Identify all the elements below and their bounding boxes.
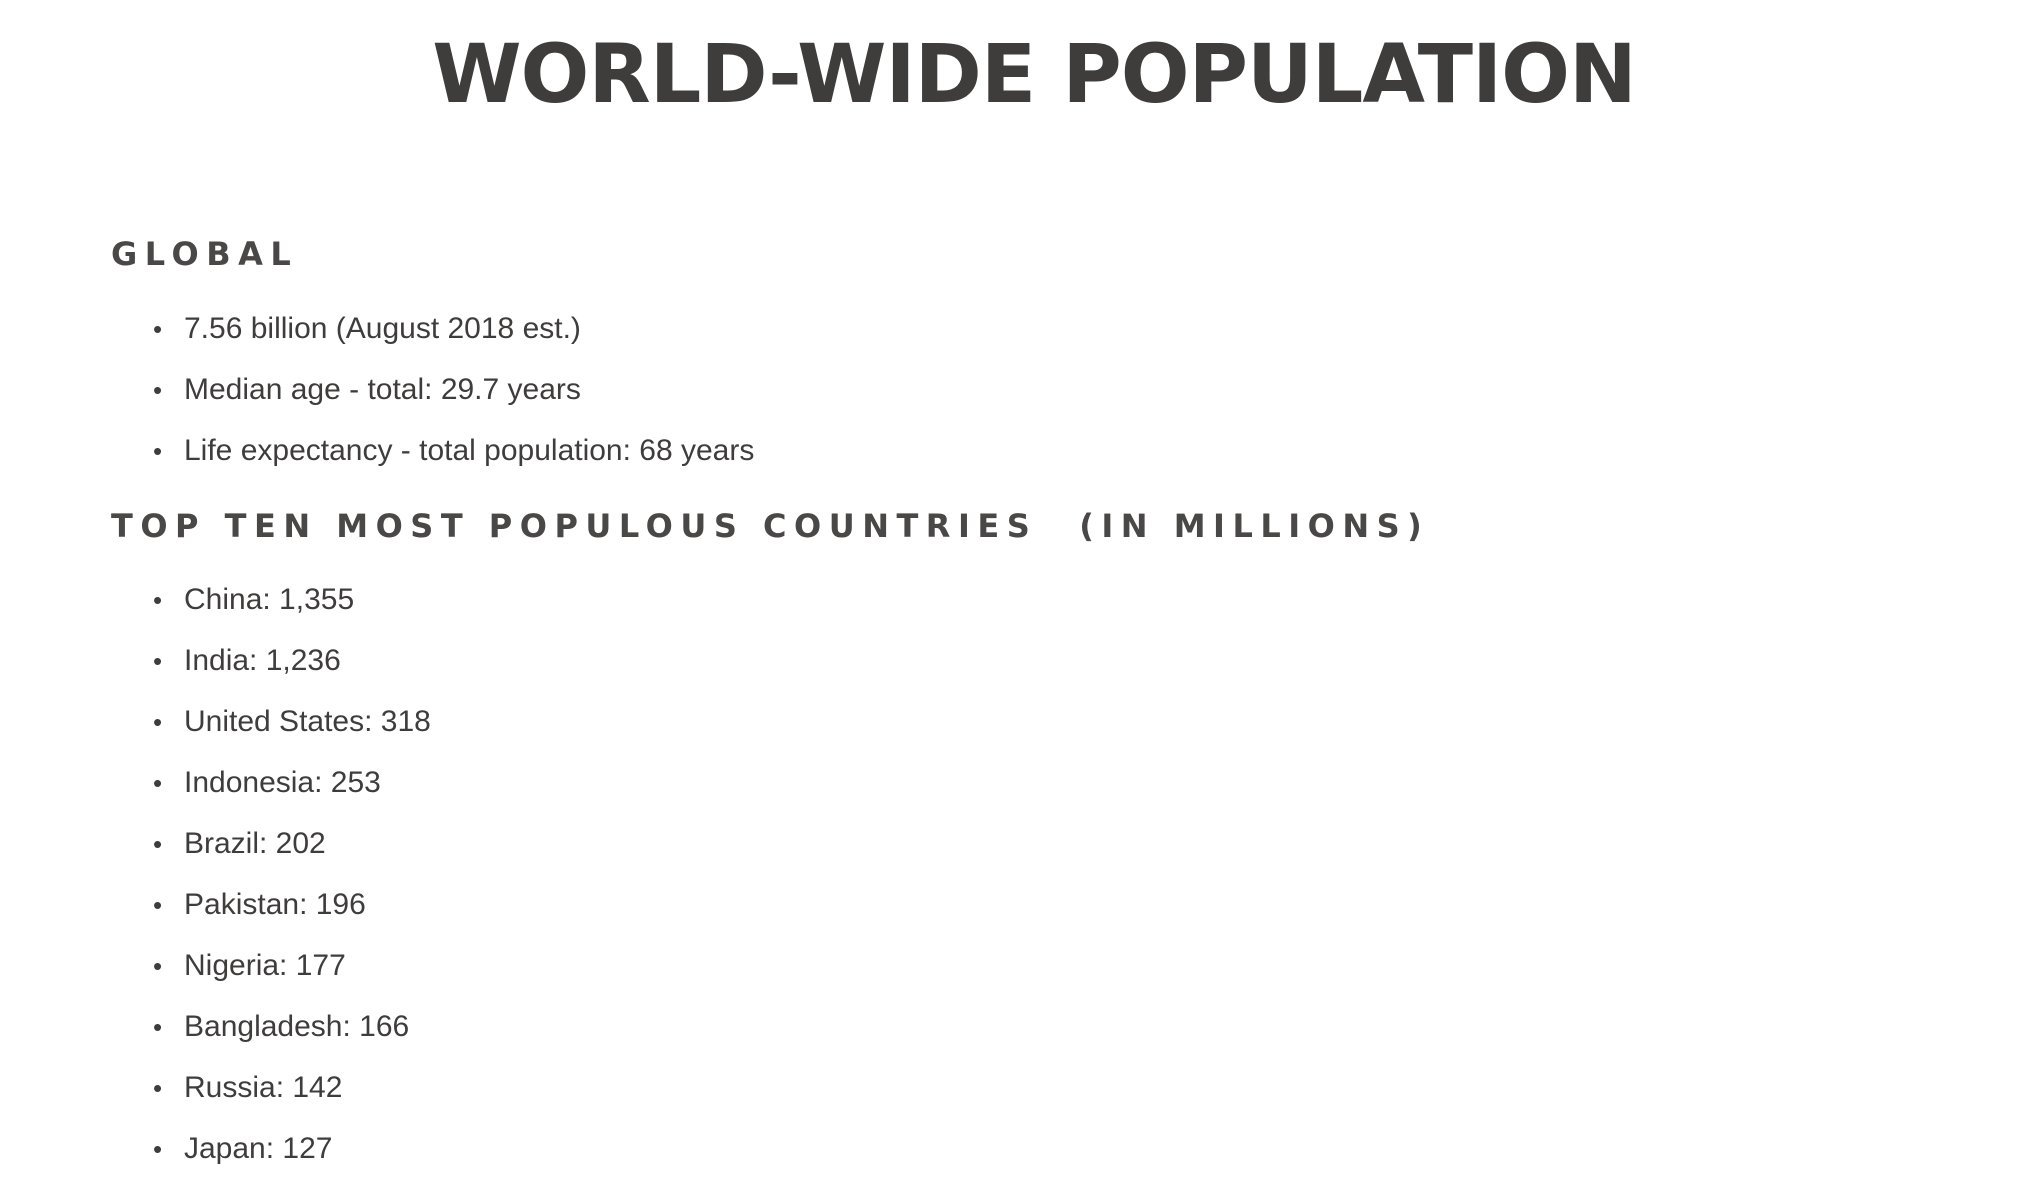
list-item-text: Indonesia: 253 [184, 766, 381, 799]
bullet-icon: • [153, 890, 163, 920]
bullet-icon: • [153, 768, 163, 798]
list-item-text: China: 1,355 [184, 583, 355, 616]
list-item-text: United States: 318 [184, 705, 431, 738]
bullet-icon: • [153, 829, 163, 859]
bullet-icon: • [153, 314, 163, 344]
list-item-text: Japan: 127 [184, 1132, 333, 1165]
list-item-text: Bangladesh: 166 [184, 1010, 410, 1043]
bullet-icon: • [153, 1134, 163, 1164]
list-item-text: Life expectancy - total population: 68 y… [184, 434, 755, 467]
bullet-icon: • [153, 436, 163, 466]
list-item-text: Pakistan: 196 [184, 888, 366, 921]
list-item-text: Brazil: 202 [184, 827, 326, 860]
list-item-text: Nigeria: 177 [184, 949, 346, 982]
bullet-icon: • [153, 707, 163, 737]
page-title: WORLD-WIDE POPULATION [432, 28, 1637, 122]
list-item-text: India: 1,236 [184, 644, 341, 677]
list-item-text: Median age - total: 29.7 years [184, 373, 581, 406]
bullet-icon: • [153, 1073, 163, 1103]
section-heading-global: GLOBAL [111, 235, 299, 273]
bullet-icon: • [153, 585, 163, 615]
bullet-icon: • [153, 1012, 163, 1042]
section-heading-top-ten: TOP TEN MOST POPULOUS COUNTRIES (IN MILLI… [111, 506, 1429, 546]
bullet-icon: • [153, 375, 163, 405]
bullet-icon: • [153, 951, 163, 981]
heading-suffix-text: (IN MILLIONS) [1079, 507, 1430, 545]
heading-main-text: TOP TEN MOST POPULOUS COUNTRIES [111, 507, 1038, 545]
bullet-icon: • [153, 646, 163, 676]
list-item-text: Russia: 142 [184, 1071, 343, 1104]
list-item-text: 7.56 billion (August 2018 est.) [184, 312, 581, 345]
